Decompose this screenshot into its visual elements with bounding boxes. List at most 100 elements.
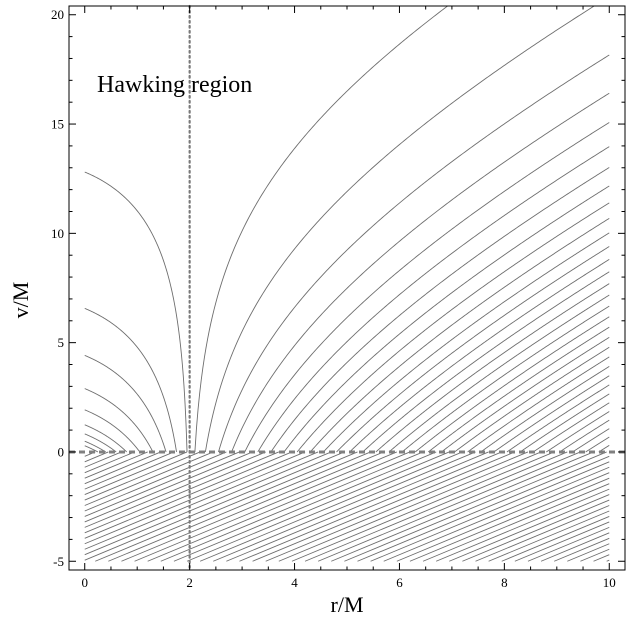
- ingoing-line-22: [121, 451, 384, 562]
- ingoing-line-5: [84, 451, 161, 485]
- outgoing-outside-curve-10: [323, 232, 610, 453]
- ingoing-line-47: [449, 494, 610, 562]
- ingoing-line-13: [84, 451, 266, 528]
- x-tick-label: 0: [81, 575, 88, 590]
- outgoing-outside-curve-13: [362, 271, 610, 453]
- plot-area: 0 2 4 6 8 10 -5 0 5 10 15 20: [51, 4, 626, 590]
- ingoing-line-6: [84, 451, 175, 490]
- ingoing-line-19: [84, 451, 345, 561]
- x-tick-label: 2: [186, 575, 193, 590]
- outgoing-outside-curve-7: [283, 185, 610, 453]
- ingoing-line-50: [488, 510, 610, 562]
- outgoing-outside-curve-24: [506, 384, 610, 453]
- ingoing-line-1: [84, 451, 109, 463]
- y-tick-label: -5: [53, 554, 64, 569]
- outgoing-outside-curve-5: [257, 146, 610, 453]
- ingoing-line-58: [593, 554, 610, 562]
- outgoing-outside-curve-6: [270, 167, 610, 453]
- ingoing-line-56: [567, 543, 610, 562]
- outgoing-inside-curve-5: [84, 424, 128, 453]
- outgoing-outside-curve-22: [480, 366, 610, 453]
- outgoing-outside-curve-25: [519, 393, 610, 453]
- ingoing-line-44: [409, 477, 610, 562]
- outgoing-inside-curve-4: [84, 409, 141, 453]
- annotation-hawking-region: Hawking region: [97, 72, 252, 98]
- outgoing-outside-curve-4: [244, 122, 610, 453]
- outgoing-outside-curve-3: [231, 92, 610, 453]
- x-tick-label: 6: [396, 575, 403, 590]
- ingoing-line-2: [84, 451, 122, 468]
- ingoing-line-38: [331, 451, 594, 562]
- ingoing-line-14: [84, 451, 279, 534]
- ingoing-line-21: [108, 451, 371, 562]
- outgoing-outside-curve-28: [559, 419, 610, 453]
- ingoing-line-18: [84, 451, 332, 556]
- curves-group: [84, 6, 610, 562]
- ingoing-line-27: [186, 451, 450, 562]
- ingoing-line-29: [213, 451, 476, 562]
- ingoing-line-36: [304, 451, 568, 562]
- outgoing-outside-curve-20: [454, 346, 610, 453]
- ingoing-line-33: [265, 451, 529, 562]
- ingoing-line-7: [84, 451, 188, 495]
- outgoing-inside-curve-7: [84, 440, 106, 453]
- ingoing-line-25: [160, 451, 424, 562]
- ingoing-line-40: [357, 455, 610, 562]
- x-tick-label: 8: [501, 575, 508, 590]
- ingoing-line-43: [396, 472, 610, 562]
- outgoing-outside-curve-23: [493, 375, 610, 453]
- y-tick-label: 15: [51, 117, 64, 132]
- outgoing-outside-curve-27: [546, 411, 610, 453]
- ingoing-line-28: [199, 451, 463, 562]
- outgoing-outside-curve-29: [572, 428, 610, 453]
- outgoing-inside-curve-3: [84, 388, 154, 453]
- outgoing-outside-curve-17: [414, 316, 610, 453]
- outgoing-inside-curve-1: [84, 307, 177, 453]
- ingoing-line-57: [580, 548, 610, 562]
- ingoing-line-11: [84, 451, 240, 517]
- ingoing-line-34: [278, 451, 542, 562]
- ingoing-line-51: [501, 516, 610, 562]
- ingoing-line-17: [84, 451, 319, 550]
- ingoing-line-42: [383, 466, 610, 562]
- ingoing-line-16: [84, 451, 306, 545]
- ingoing-line-31: [239, 451, 502, 562]
- y-tick-label: 10: [51, 226, 64, 241]
- ingoing-line-12: [84, 451, 253, 523]
- outgoing-outside-curve-30: [585, 436, 610, 453]
- ingoing-line-23: [134, 451, 398, 562]
- ingoing-line-39: [344, 451, 607, 562]
- y-tick-label: 5: [58, 335, 65, 350]
- ingoing-line-20: [95, 451, 358, 562]
- outgoing-outside-curve-1: [204, 6, 596, 453]
- ingoing-line-8: [84, 451, 201, 501]
- outgoing-outside-curve-9: [309, 217, 610, 453]
- outgoing-inside-curve-8: [84, 445, 99, 453]
- ingoing-line-30: [226, 451, 489, 562]
- outgoing-inside-curve-6: [84, 433, 117, 453]
- ingoing-line-46: [435, 488, 610, 562]
- ingoing-line-24: [147, 451, 411, 562]
- outgoing-outside-curve-11: [336, 246, 610, 453]
- outgoing-inside-curve-0: [84, 171, 188, 452]
- ingoing-line-59: [606, 559, 610, 562]
- outgoing-outside-curve-21: [467, 356, 610, 453]
- ingoing-line-4: [84, 451, 148, 479]
- ingoing-line-15: [84, 451, 293, 539]
- x-tick-label: 4: [291, 575, 298, 590]
- outgoing-outside-curve-8: [296, 202, 610, 453]
- ingoing-line-54: [540, 532, 610, 562]
- outgoing-outside-curve-12: [349, 259, 610, 453]
- y-tick-label: 20: [51, 7, 64, 22]
- ticks-group: [69, 6, 625, 570]
- outgoing-outside-curve-19: [441, 336, 610, 453]
- ingoing-line-26: [173, 451, 437, 562]
- ingoing-line-48: [462, 499, 610, 562]
- outgoing-inside-curve-2: [84, 354, 167, 453]
- ingoing-line-32: [252, 451, 516, 562]
- outgoing-outside-curve-16: [401, 305, 610, 453]
- outgoing-outside-curve-26: [532, 402, 610, 453]
- outgoing-outside-curve-14: [375, 283, 610, 453]
- x-tick-label: 10: [603, 575, 616, 590]
